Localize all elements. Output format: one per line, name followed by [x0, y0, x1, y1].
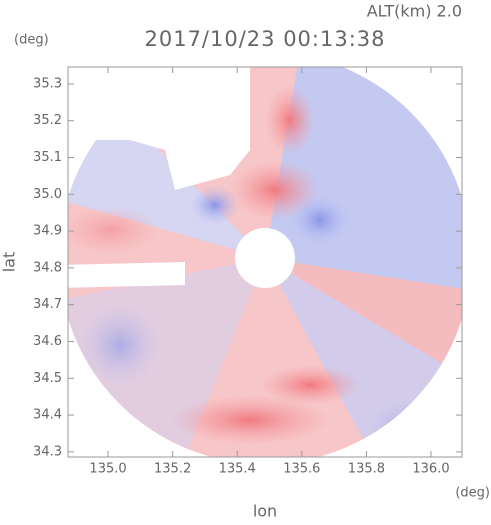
chart-title: 2017/10/23 00:13:38 — [144, 27, 385, 51]
y-tick-label: 34.6 — [33, 334, 62, 349]
x-tick-label: 135.6 — [283, 462, 320, 477]
y-tick-label: 35.3 — [33, 76, 62, 91]
y-tick-label: 35.0 — [33, 187, 62, 202]
x-tick-label: 135.0 — [89, 462, 126, 477]
plot-frame — [67, 66, 463, 458]
x-tick-label: 135.8 — [348, 462, 385, 477]
radar-image — [68, 67, 462, 457]
y-tick-label: 35.1 — [33, 150, 62, 165]
x-tick-label: 135.4 — [219, 462, 256, 477]
x-unit: (deg) — [455, 486, 490, 501]
x-axis-label: lon — [253, 502, 277, 521]
x-tick-label: 136.0 — [412, 462, 449, 477]
y-tick-label: 35.2 — [33, 113, 62, 128]
altitude-label: ALT(km) 2.0 — [367, 2, 462, 21]
x-tick-label: 135.2 — [154, 462, 191, 477]
y-axis-label: lat — [0, 252, 19, 273]
y-tick-label: 34.8 — [33, 260, 62, 275]
axes: 135.0 135.2 135.4 135.6 135.8 136.0 35.3 35.2 35… — [33, 67, 462, 477]
y-unit: (deg) — [14, 33, 49, 48]
y-tick-label: 34.3 — [33, 444, 62, 459]
y-tick-label: 34.9 — [33, 224, 62, 239]
y-tick-label: 34.5 — [33, 371, 62, 386]
y-tick-label: 34.4 — [33, 408, 62, 423]
y-tick-label: 34.7 — [33, 297, 62, 312]
